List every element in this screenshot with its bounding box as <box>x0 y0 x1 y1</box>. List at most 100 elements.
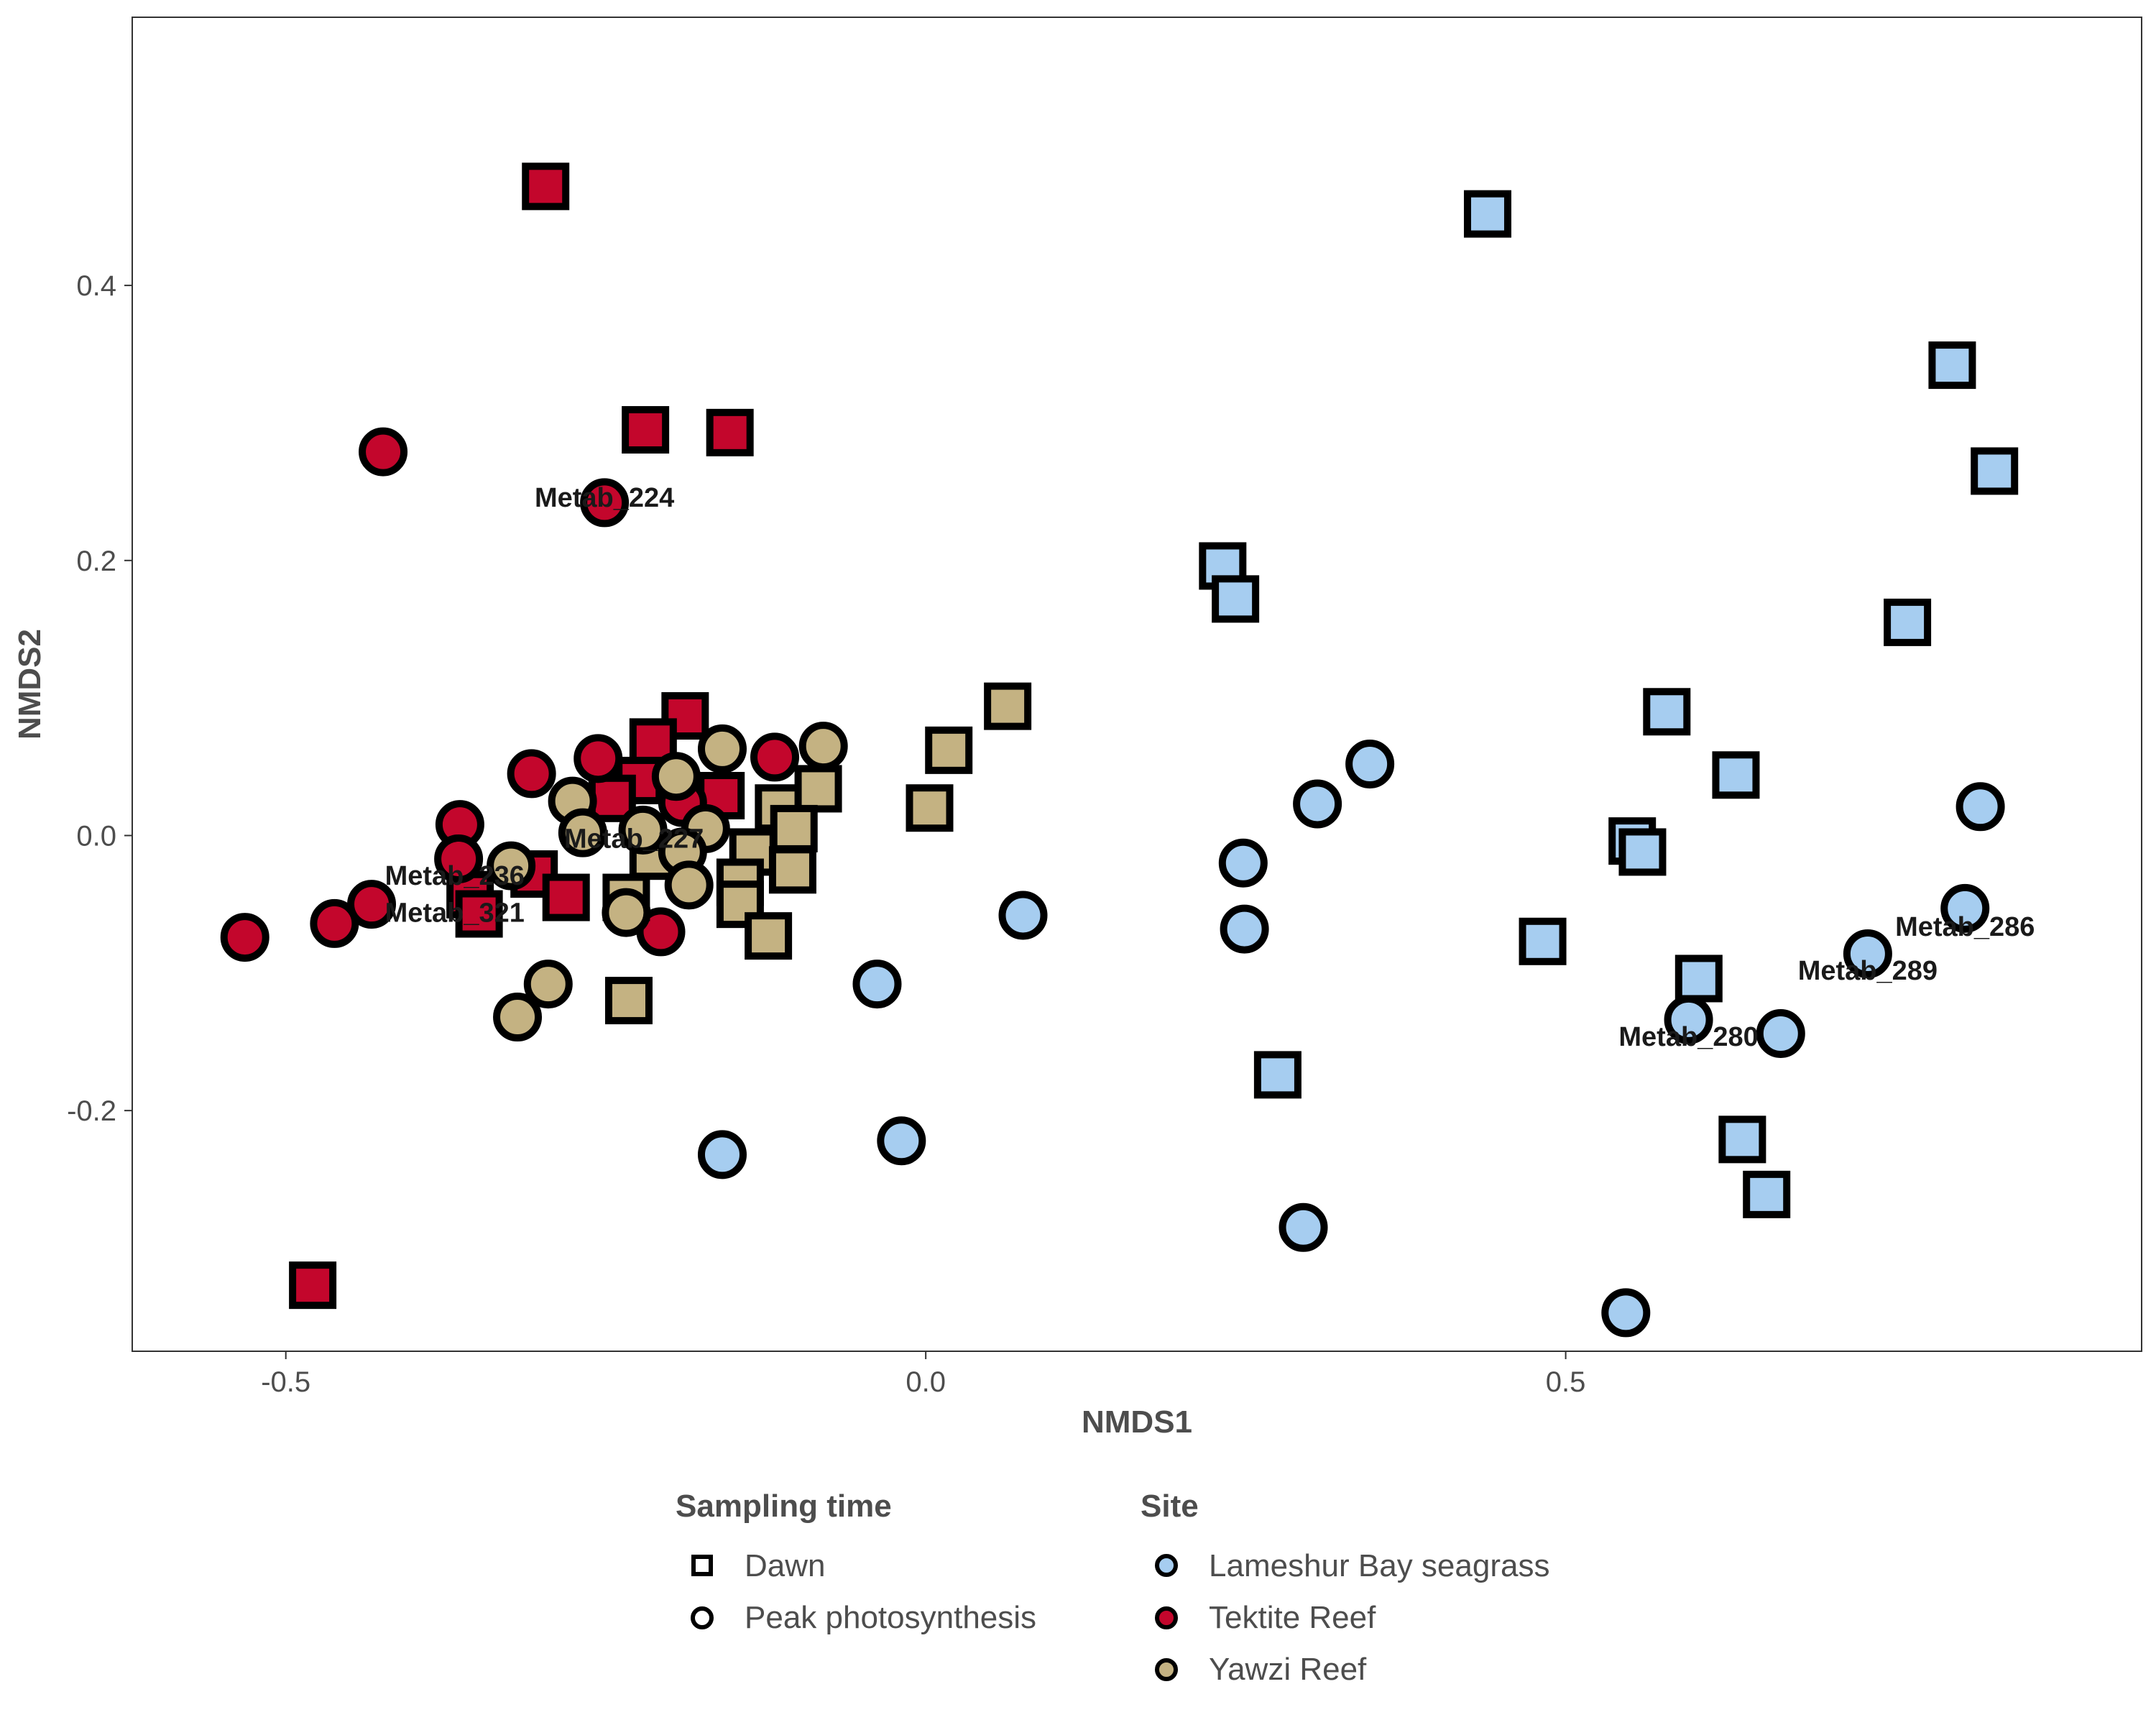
point-lameshur-peak <box>1218 838 1268 888</box>
point-lameshur-peak <box>1940 883 1990 933</box>
point-labels-layer: Metab_224 Metab_227 Metab_236 Metab_321 Meta… <box>385 483 2035 1052</box>
legend-sampling-time: Sampling time Dawn Peak photosynthesis <box>676 1489 1036 1635</box>
y-axis: -0.2 0.0 0.2 0.4 <box>67 270 132 1127</box>
legend-label-yawzi: Yawzi Reef <box>1209 1652 1367 1687</box>
point-tektite-peak <box>507 749 556 799</box>
point-yawzi-dawn <box>794 765 842 813</box>
point-tektite-peak <box>359 427 408 477</box>
point-tektite-dawn <box>522 162 570 211</box>
point-tektite-peak <box>310 898 359 948</box>
legend-site-title: Site <box>1141 1489 1199 1524</box>
point-label: Metab_280 <box>1618 1022 1758 1052</box>
point-yawzi-dawn <box>770 804 818 852</box>
legend-circle-key <box>691 1606 714 1629</box>
legend: Sampling time Dawn Peak photosynthesis S… <box>676 1489 1549 1687</box>
point-tektite-peak <box>750 732 800 782</box>
point-lameshur-dawn <box>1884 598 1932 646</box>
point-yawzi-peak <box>602 888 651 937</box>
point-lameshur-dawn <box>1618 828 1667 876</box>
points-layer <box>220 162 2019 1338</box>
point-yawzi-dawn <box>768 846 816 894</box>
legend-site: Site Lameshur Bay seagrass Tektite Reef … <box>1141 1489 1549 1687</box>
legend-label-dawn: Dawn <box>745 1548 826 1583</box>
x-tick-label: 0.5 <box>1546 1366 1586 1398</box>
plot-panel: -0.5 0.0 0.5 -0.20.00.20.4 Metab_224Metab_… <box>67 17 2142 1398</box>
panel-border <box>132 17 2142 1352</box>
point-yawzi-peak <box>493 993 543 1042</box>
legend-label-peak-photosynthesis: Peak photosynthesis <box>745 1600 1036 1635</box>
point-yawzi-dawn <box>604 977 653 1025</box>
y-tick-label: 0.2 <box>76 546 116 577</box>
point-lameshur-dawn <box>1971 447 2019 495</box>
point-lameshur-dawn <box>1928 341 1976 390</box>
point-lameshur-dawn <box>1712 751 1760 799</box>
point-lameshur-peak <box>852 960 902 1009</box>
point-lameshur-dawn <box>1743 1170 1791 1218</box>
point-yawzi-peak <box>523 960 573 1009</box>
y-tick-label: 0.0 <box>76 820 116 852</box>
point-yawzi-peak <box>697 724 747 773</box>
legend-key-lameshur <box>1155 1554 1178 1577</box>
legend-label-lameshur: Lameshur Bay seagrass <box>1209 1548 1549 1583</box>
point-label: Metab_224 <box>535 483 674 513</box>
point-yawzi-dawn <box>906 784 954 832</box>
point-yawzi-dawn <box>925 726 973 774</box>
point-lameshur-peak <box>998 891 1048 940</box>
point-tektite-peak <box>434 834 484 884</box>
point-lameshur-peak <box>1756 1009 1805 1059</box>
point-label: Metab_227 <box>564 824 704 854</box>
point-label: Metab_289 <box>1798 956 1938 986</box>
point-tektite-peak <box>347 880 397 929</box>
point-tektite-dawn <box>661 692 709 740</box>
point-lameshur-dawn <box>1253 1051 1302 1099</box>
legend-label-tektite: Tektite Reef <box>1209 1600 1376 1635</box>
point-yawzi-peak <box>618 805 668 855</box>
point-lameshur-dawn <box>1519 917 1567 965</box>
legend-key-tektite <box>1155 1606 1178 1629</box>
point-lameshur-peak <box>1601 1288 1651 1338</box>
point-lameshur-dawn <box>1674 954 1723 1003</box>
point-tektite-peak <box>573 734 623 783</box>
point-yawzi-dawn <box>716 880 764 929</box>
y-axis-title: NMDS2 <box>12 629 47 740</box>
point-lameshur-peak <box>1955 782 2005 832</box>
point-tektite-dawn <box>706 408 754 456</box>
point-lameshur-dawn <box>1718 1116 1766 1164</box>
point-label: Metab_321 <box>385 898 525 929</box>
x-tick-label: 0.0 <box>906 1366 946 1398</box>
point-yawzi-peak <box>558 808 607 857</box>
y-tick-label: -0.2 <box>67 1095 116 1127</box>
point-lameshur-peak <box>1345 739 1395 788</box>
point-label: Metab_236 <box>385 861 525 891</box>
point-lameshur-peak <box>1664 995 1713 1044</box>
point-yawzi-peak <box>798 722 848 771</box>
point-yawzi-dawn <box>984 682 1032 730</box>
point-lameshur-peak <box>877 1116 926 1166</box>
point-lameshur-dawn <box>1643 688 1691 736</box>
point-tektite-peak <box>580 478 630 528</box>
point-label: Metab_286 <box>1895 912 2035 942</box>
point-lameshur-peak <box>1220 904 1269 954</box>
x-tick-label: -0.5 <box>261 1366 310 1398</box>
point-tektite-dawn <box>455 890 503 938</box>
point-lameshur-peak <box>1293 779 1342 829</box>
point-lameshur-dawn <box>1463 190 1511 238</box>
point-lameshur-peak <box>697 1130 747 1179</box>
legend-key-yawzi <box>1155 1658 1178 1681</box>
point-tektite-dawn <box>542 873 590 921</box>
point-tektite-dawn <box>289 1261 337 1310</box>
point-yawzi-peak <box>487 841 536 891</box>
legend-sampling-time-title: Sampling time <box>676 1489 892 1524</box>
point-lameshur-peak <box>1279 1202 1328 1252</box>
x-axis: -0.5 0.0 0.5 <box>261 1351 1585 1398</box>
point-tektite-dawn <box>622 406 670 454</box>
point-yawzi-dawn <box>745 912 793 960</box>
point-tektite-peak <box>220 913 270 962</box>
legend-square-key <box>691 1555 713 1576</box>
point-lameshur-peak <box>1843 929 1892 979</box>
x-axis-title: NMDS1 <box>1082 1404 1192 1440</box>
point-lameshur-dawn <box>1212 575 1260 623</box>
point-yawzi-peak <box>651 752 701 801</box>
point-yawzi-peak <box>664 860 714 910</box>
